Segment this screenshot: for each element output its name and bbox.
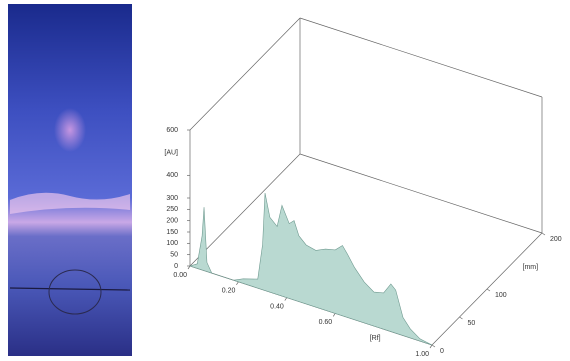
z-tick-label: 50 xyxy=(468,320,476,327)
page: 0 50 100 150 200 250 300 400 600 [AU] 0.00 0.20 0.40… xyxy=(0,0,570,361)
x-tick xyxy=(285,298,287,301)
x-tick-label: 0.00 xyxy=(173,272,187,279)
x-tick-label: 0.40 xyxy=(270,303,284,310)
plate xyxy=(8,4,132,356)
z-tick-label: 200 xyxy=(550,236,562,243)
y-tick-label: 100 xyxy=(166,240,178,247)
z-tick xyxy=(487,289,490,291)
z-axis-label: [mm] xyxy=(523,264,539,271)
z-tick-label: 0 xyxy=(440,348,444,355)
x-axis-label: [Rf] xyxy=(370,335,381,342)
figure: 0 50 100 150 200 250 300 400 600 [AU] 0.00 0.20 0.40… xyxy=(0,0,570,361)
densitogram-area xyxy=(190,193,432,345)
y-tick-label: 250 xyxy=(166,206,178,213)
x-tick-label: 0.20 xyxy=(222,288,236,295)
z-tick xyxy=(542,233,545,235)
box-edge xyxy=(300,154,542,233)
z-tick xyxy=(432,345,435,347)
y-axis-label: [AU] xyxy=(164,150,178,157)
y-tick-label: 0 xyxy=(174,263,178,270)
z-tick xyxy=(460,317,463,319)
x-tick xyxy=(430,345,432,348)
y-tick-label: 600 xyxy=(166,127,178,134)
x-tick xyxy=(188,266,190,269)
box-edge xyxy=(300,18,542,97)
spot-glow xyxy=(54,108,86,152)
y-tick-label: 200 xyxy=(166,218,178,225)
z-tick-label: 100 xyxy=(495,292,507,299)
x-tick xyxy=(236,282,238,285)
x-tick xyxy=(333,313,335,316)
y-tick-label: 400 xyxy=(166,172,178,179)
tlc-plate-photo xyxy=(8,4,132,356)
y-tick-label: 150 xyxy=(166,229,178,236)
densitogram: 0 50 100 150 200 250 300 400 600 [AU] 0.00 0.20 0.40… xyxy=(164,18,561,358)
x-tick-label: 1.00 xyxy=(415,351,429,358)
x-tick-label: 0.60 xyxy=(319,319,333,326)
y-tick-label: 300 xyxy=(166,195,178,202)
y-tick-label: 50 xyxy=(170,252,178,259)
box-edge xyxy=(190,18,300,130)
